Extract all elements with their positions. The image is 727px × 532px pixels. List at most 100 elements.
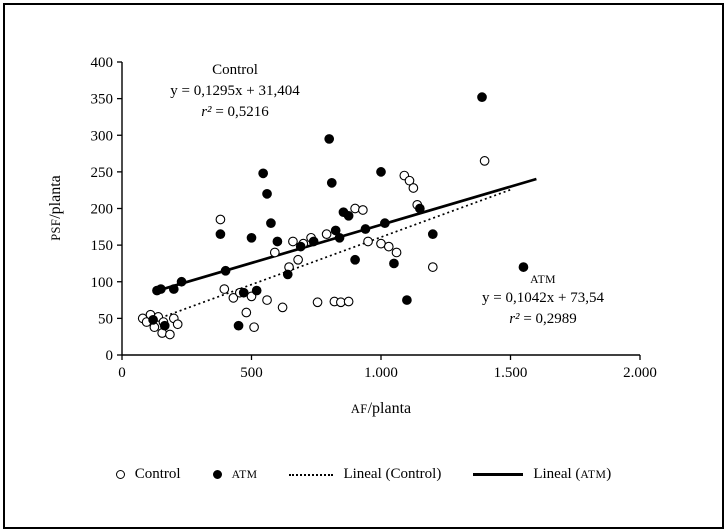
data-point-atm (233, 320, 244, 331)
solid-line-marker-icon (473, 473, 524, 476)
data-point-atm (148, 314, 158, 325)
data-point-atm (246, 232, 257, 243)
data-point-atm (258, 168, 269, 179)
legend: Control ATM Lineal (Control) Lineal (ATM… (0, 466, 727, 483)
y-tick-label: 400 (91, 55, 114, 71)
y-tick-label: 300 (91, 128, 114, 144)
data-point-control (343, 296, 354, 307)
data-point-atm (176, 276, 187, 287)
data-point-atm (380, 218, 390, 228)
annotation-control: Control y = 0,1295x + 31,404 r² = 0,5216 (130, 60, 340, 123)
data-point-control (293, 254, 303, 265)
y-axis-label-rest: /planta (47, 175, 64, 219)
data-point-control (479, 156, 490, 166)
x-tick-label: 2.000 (623, 365, 657, 381)
data-point-control (165, 329, 175, 340)
data-point-atm (272, 236, 283, 247)
data-point-atm (326, 178, 337, 188)
legend-item-lineal-control: Lineal (Control) (289, 466, 441, 483)
legend-label-lineal-control: Lineal (Control) (343, 466, 442, 482)
x-axis-label-smallcaps: AF (350, 402, 368, 416)
data-point-atm (262, 189, 272, 199)
chart-border (3, 3, 724, 529)
data-point-atm (238, 287, 249, 298)
data-point-atm (350, 254, 360, 265)
data-point-control (363, 236, 373, 247)
annotation-control-equation: y = 0,1295x + 31,404 (170, 83, 300, 99)
data-point-atm (308, 236, 319, 247)
data-point-control (427, 262, 438, 272)
x-axis-label: AF/planta (281, 400, 481, 418)
data-point-control (228, 293, 239, 303)
data-point-atm (402, 295, 412, 305)
data-point-atm (477, 92, 487, 103)
y-tick-label: 0 (106, 348, 114, 364)
data-point-atm (295, 241, 306, 252)
annotation-atm-r2-value: = 0,2989 (523, 311, 577, 328)
x-tick-label: 500 (240, 365, 263, 381)
data-point-control (383, 241, 394, 252)
y-tick-label: 250 (91, 165, 114, 181)
data-point-atm (330, 225, 341, 236)
annotation-atm: ATM y = 0,1042x + 73,54 r² = 0,2989 (438, 272, 648, 330)
data-point-control (391, 247, 402, 258)
data-point-control (262, 295, 272, 305)
annotation-control-title: Control (212, 62, 258, 78)
x-axis-label-rest: /planta (367, 400, 412, 417)
data-point-atm (334, 232, 345, 243)
data-point-atm (168, 284, 179, 294)
y-tick-label: 200 (91, 202, 114, 218)
data-point-atm (360, 224, 371, 234)
data-point-control (215, 214, 226, 225)
data-point-control (172, 319, 183, 330)
data-point-atm (343, 210, 354, 221)
annotation-control-r2: r² = 0,5216 (130, 102, 340, 123)
y-axis-label-smallcaps: PSF (49, 218, 63, 241)
open-circle-marker-icon (115, 470, 125, 479)
annotation-control-r2-value: = 0,5216 (215, 104, 269, 120)
y-tick-label: 150 (91, 238, 114, 254)
data-point-atm (159, 320, 170, 331)
y-tick-label: 350 (91, 92, 114, 108)
data-point-control (219, 284, 230, 294)
annotation-atm-title: ATM (530, 273, 556, 286)
legend-label-control: Control (134, 466, 181, 482)
legend-label-atm: ATM (231, 468, 258, 481)
trendline-atm (155, 177, 537, 293)
data-point-control (358, 205, 368, 215)
data-point-control (321, 229, 332, 239)
data-point-atm (415, 203, 425, 214)
legend-label-lineal-atm: Lineal (ATM) (533, 466, 612, 482)
data-point-control (249, 322, 259, 333)
y-tick-label: 100 (91, 275, 114, 291)
data-point-atm (518, 262, 529, 272)
data-point-control (241, 307, 252, 318)
filled-circle-marker-icon (212, 470, 222, 479)
annotation-atm-equation: y = 0,1042x + 73,54 (482, 290, 604, 307)
legend-item-lineal-atm: Lineal (ATM) (473, 466, 611, 483)
data-point-control (288, 236, 298, 247)
data-point-atm (266, 218, 276, 228)
x-tick-label: 1.000 (364, 365, 398, 381)
data-point-control (277, 302, 288, 313)
data-point-control (350, 203, 360, 214)
trendline-control (160, 188, 511, 319)
annotation-atm-r2: r² = 0,2989 (438, 309, 648, 330)
annotation-control-r2-label: r² (201, 104, 212, 120)
dotted-line-marker-icon (289, 473, 334, 476)
data-point-control (404, 175, 415, 186)
legend-item-atm: ATM (212, 468, 258, 481)
data-point-atm (215, 229, 226, 239)
data-point-atm (376, 167, 386, 177)
data-point-atm (427, 229, 438, 239)
data-point-atm (251, 285, 262, 296)
y-tick-label: 50 (98, 311, 113, 327)
legend-item-control: Control (115, 466, 181, 483)
y-axis-label: PSF/planta (47, 108, 67, 308)
x-tick-label: 1.500 (494, 365, 528, 381)
data-point-atm (282, 269, 293, 280)
x-tick-label: 0 (118, 365, 126, 381)
data-point-atm (156, 284, 166, 294)
